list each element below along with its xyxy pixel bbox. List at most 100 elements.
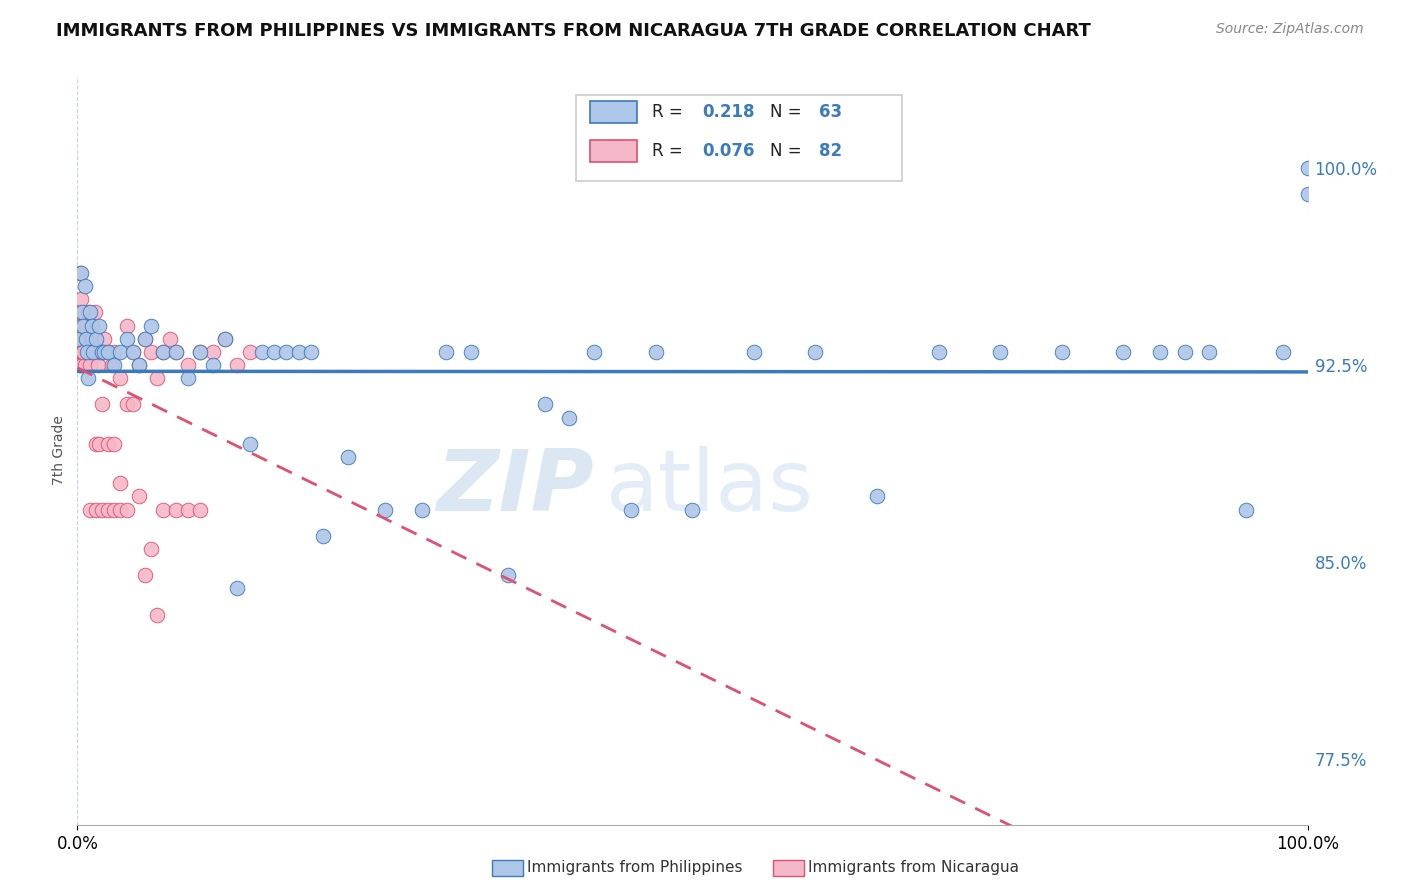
FancyBboxPatch shape: [575, 95, 901, 181]
Text: R =: R =: [652, 142, 688, 160]
Point: [90, 344, 114, 359]
Point: [83, 305, 105, 319]
Point: [90, 344, 114, 359]
Text: ZIP: ZIP: [436, 446, 595, 530]
Point: [115, 502, 138, 516]
Point: [436, 344, 458, 359]
Point: [79, 502, 101, 516]
Point: [299, 344, 322, 359]
Point: [70, 305, 93, 319]
Point: [928, 344, 950, 359]
Point: [110, 476, 132, 491]
Point: [69, 305, 91, 319]
Point: [93, 344, 115, 359]
Point: [121, 344, 143, 359]
Point: [70, 344, 93, 359]
Point: [804, 344, 827, 359]
Point: [86, 344, 108, 359]
Text: Immigrants from Nicaragua: Immigrants from Nicaragua: [808, 860, 1019, 874]
Point: [1296, 187, 1319, 202]
Point: [146, 371, 169, 385]
Point: [682, 502, 704, 516]
Point: [115, 318, 138, 333]
Point: [97, 344, 120, 359]
Point: [177, 358, 200, 372]
Point: [1234, 502, 1257, 516]
Point: [1272, 344, 1295, 359]
Point: [69, 266, 91, 280]
Point: [69, 358, 91, 372]
Point: [214, 332, 236, 346]
Point: [866, 490, 889, 504]
Point: [110, 344, 132, 359]
Point: [110, 371, 132, 385]
Point: [72, 318, 94, 333]
Point: [312, 529, 335, 543]
Text: 0.218: 0.218: [703, 103, 755, 120]
Point: [70, 344, 93, 359]
Point: [73, 344, 96, 359]
Point: [67, 344, 90, 359]
Point: [97, 502, 120, 516]
Point: [90, 502, 114, 516]
Point: [201, 358, 224, 372]
Point: [188, 344, 212, 359]
Point: [226, 582, 249, 596]
Point: [79, 344, 101, 359]
Point: [77, 371, 100, 385]
Point: [69, 344, 91, 359]
Point: [90, 397, 114, 411]
Point: [82, 318, 104, 333]
Point: [146, 607, 169, 622]
Point: [128, 490, 150, 504]
Point: [239, 344, 262, 359]
Point: [134, 332, 156, 346]
Point: [84, 332, 107, 346]
Point: [188, 344, 212, 359]
Point: [250, 344, 273, 359]
Point: [411, 502, 433, 516]
Point: [583, 344, 606, 359]
Point: [188, 502, 212, 516]
Point: [110, 502, 132, 516]
Point: [134, 332, 156, 346]
Point: [82, 344, 104, 359]
Point: [73, 358, 96, 372]
Text: R =: R =: [652, 103, 688, 120]
Point: [89, 344, 111, 359]
Point: [115, 397, 138, 411]
Point: [103, 437, 125, 451]
Point: [239, 437, 262, 451]
Point: [337, 450, 360, 464]
Point: [374, 502, 396, 516]
Point: [644, 344, 666, 359]
Point: [84, 502, 107, 516]
Point: [115, 332, 138, 346]
Point: [80, 344, 103, 359]
Point: [1198, 344, 1220, 359]
Point: [67, 358, 90, 372]
FancyBboxPatch shape: [591, 139, 637, 162]
Point: [201, 344, 224, 359]
Point: [141, 542, 163, 557]
Point: [620, 502, 643, 516]
Point: [1050, 344, 1073, 359]
Point: [79, 358, 101, 372]
Point: [93, 332, 115, 346]
Point: [101, 358, 124, 372]
Point: [75, 332, 97, 346]
Point: [75, 332, 97, 346]
Point: [70, 358, 93, 372]
Point: [103, 358, 125, 372]
Point: [159, 332, 181, 346]
Point: [165, 344, 187, 359]
Point: [82, 332, 104, 346]
Point: [66, 344, 89, 359]
Point: [988, 344, 1011, 359]
Point: [89, 318, 111, 333]
Point: [76, 344, 98, 359]
Point: [558, 410, 581, 425]
Point: [97, 344, 120, 359]
Point: [128, 358, 150, 372]
Point: [73, 279, 96, 293]
